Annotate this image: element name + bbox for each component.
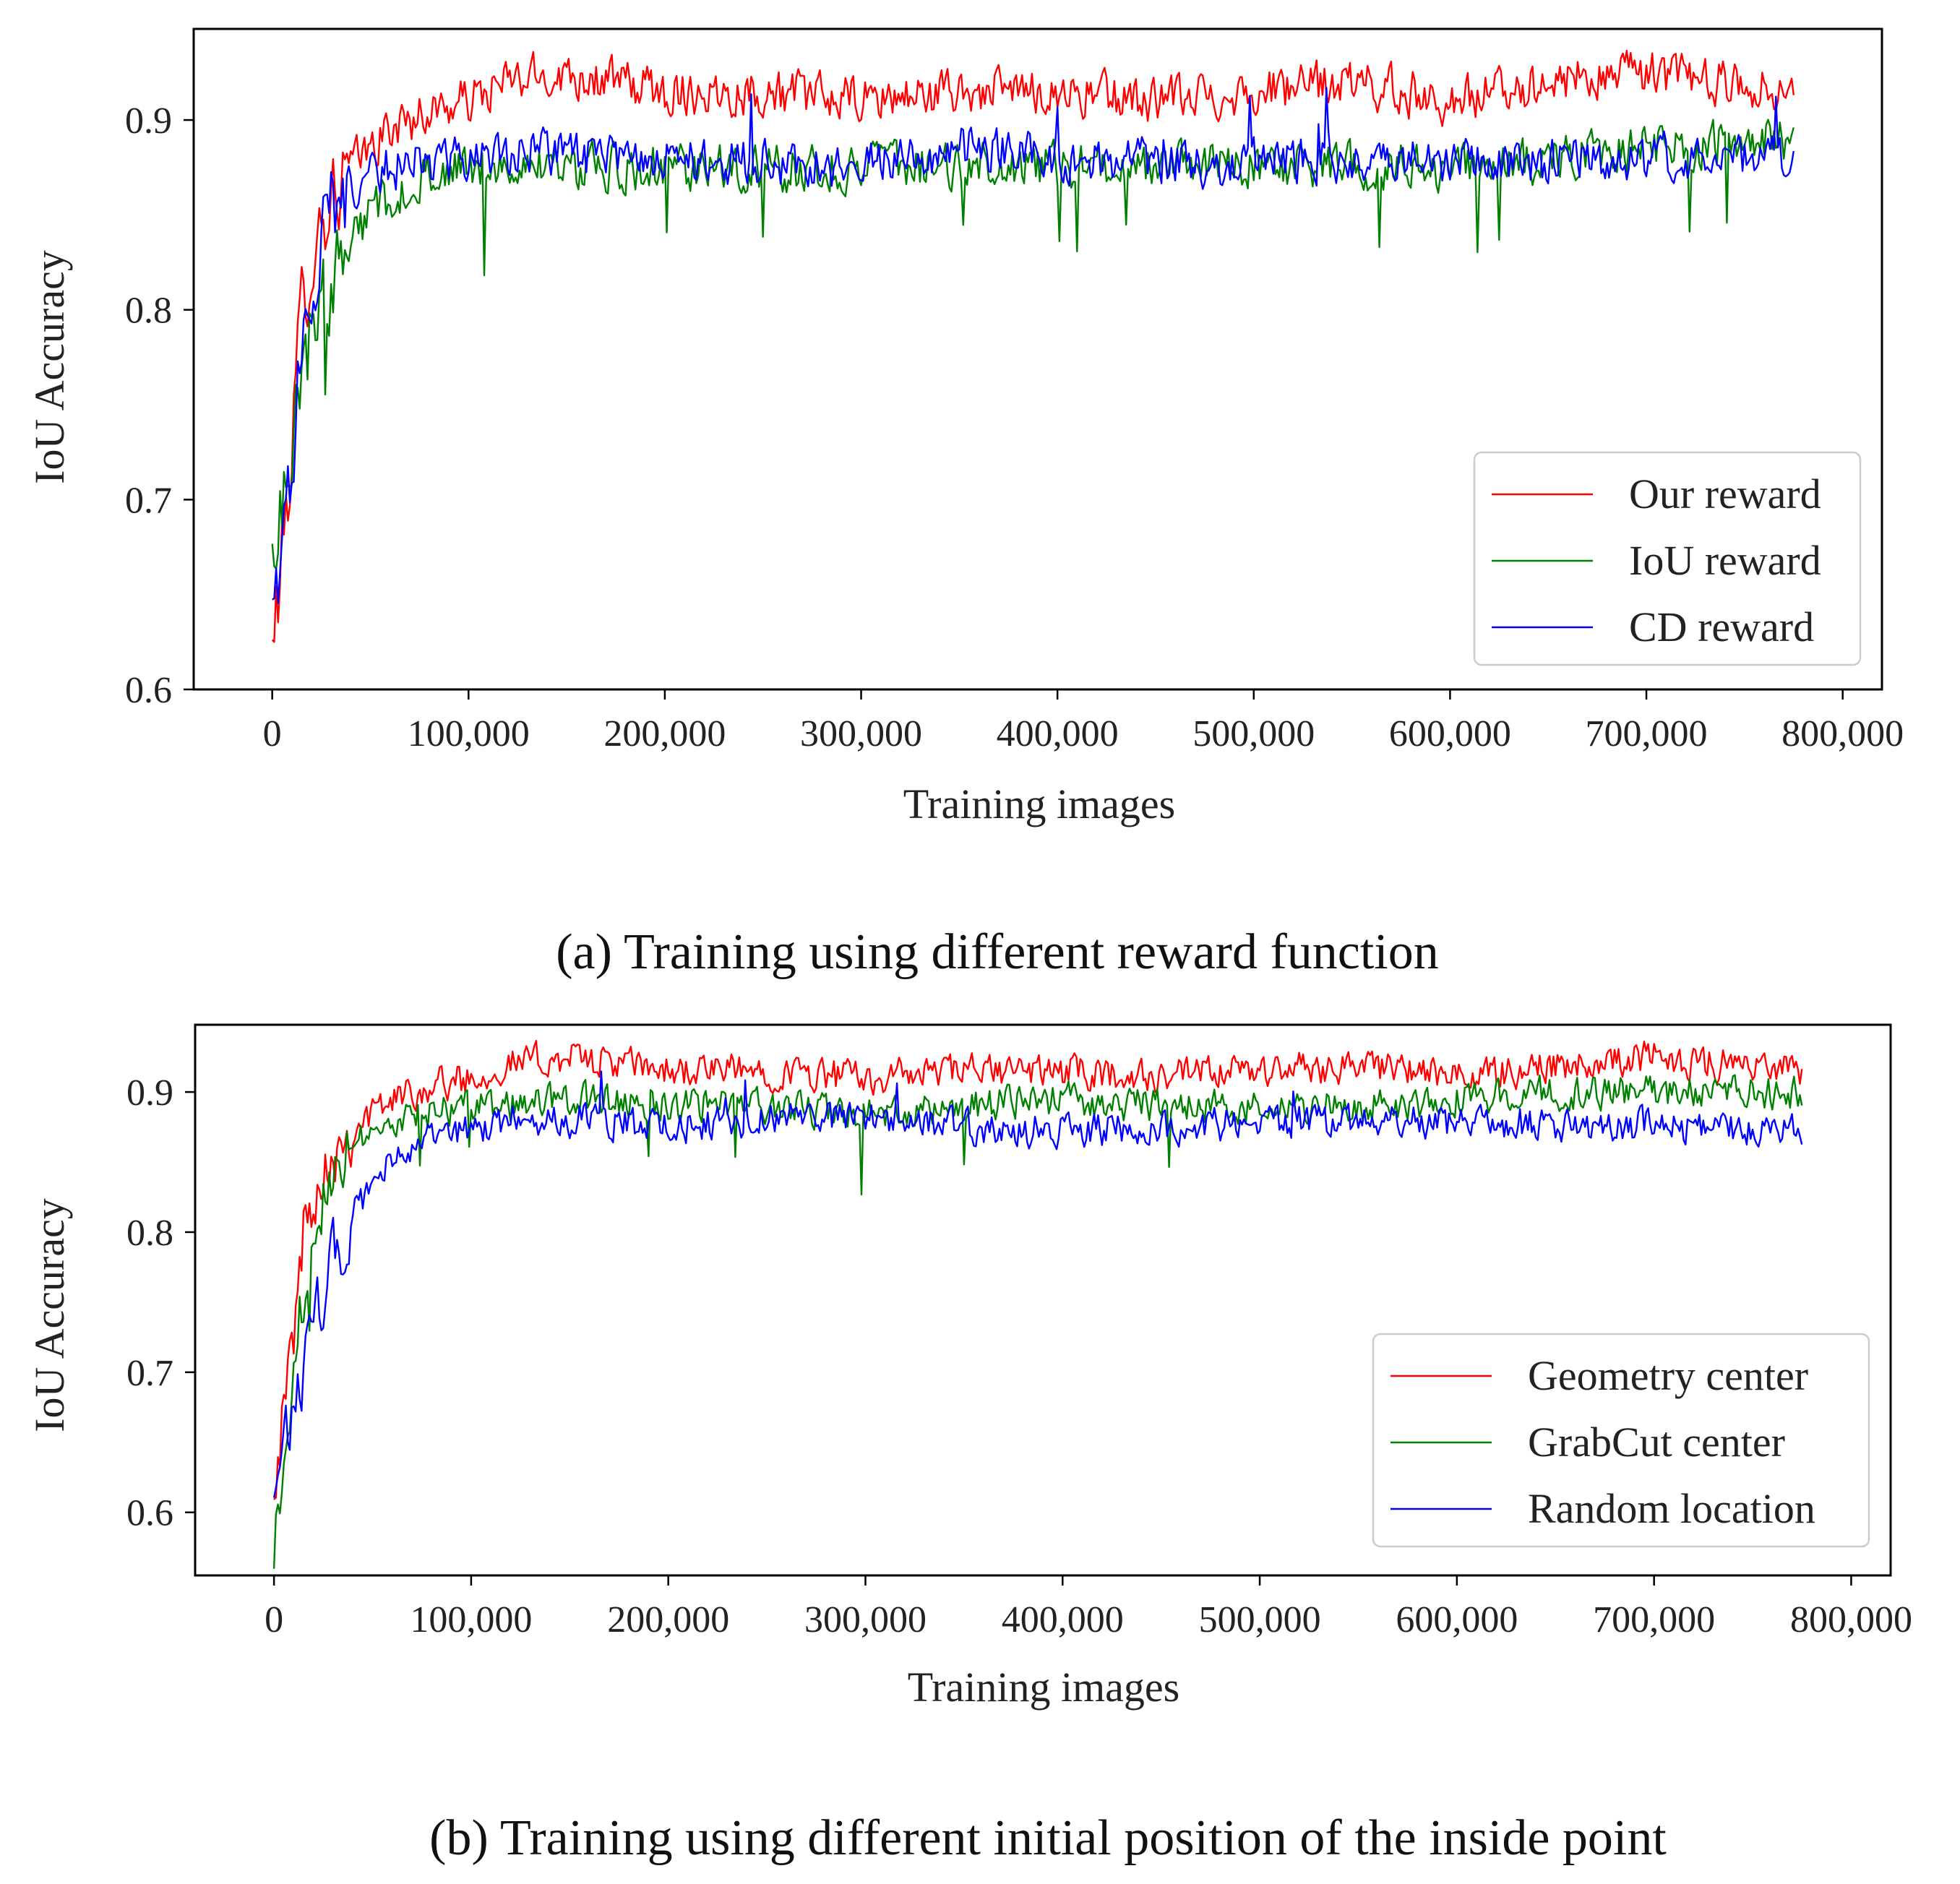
legend: Our reward IoU reward CD reward [1473,451,1862,666]
y-tick-label: 0.6 [126,1493,173,1534]
plot-frame [194,1023,1892,1577]
y-tick-label: 0.7 [126,1353,173,1394]
series-line-geometry-center [273,1039,1803,1500]
y-tick-label: 0.8 [126,1213,173,1254]
x-tick-label: 0 [263,713,282,754]
legend-label: Our reward [1629,470,1821,517]
x-tick-label: 700,000 [1586,713,1708,754]
chart-panel-b: IoU Accuracy Training images (b) Trainin… [26,1023,1912,1866]
y-tick-label: 0.7 [125,480,172,521]
y-tick-label: 0.9 [126,1072,173,1114]
caption-b: (b) Training using different initial pos… [429,1810,1667,1866]
ylabel-b: IoU Accuracy [26,1198,73,1432]
series-line-cd-reward [272,87,1794,604]
x-tick-label: 600,000 [1396,1599,1518,1640]
x-tick-label: 700,000 [1593,1599,1715,1640]
caption-a: (a) Training using different reward func… [556,924,1438,980]
series-line-grabcut-center [272,1074,1803,1569]
legend-label: CD reward [1629,603,1814,650]
x-tick-label: 500,000 [1192,713,1315,754]
x-tick-label: 300,000 [800,713,922,754]
legend-box [1372,1333,1870,1548]
x-tick-label: 800,000 [1781,713,1904,754]
legend: Geometry center GrabCut center Random loca… [1372,1333,1870,1548]
series-line-random-location [272,1070,1803,1498]
chart-panel-a: IoU Accuracy Training images (a) Trainin… [26,27,1904,980]
y-tick-label: 0.8 [125,291,172,332]
xlabel-a: Training images [903,780,1175,827]
series-lines [271,49,1794,643]
ylabel-a: IoU Accuracy [26,250,73,484]
legend-label: GrabCut center [1528,1419,1785,1466]
x-tick-label: 200,000 [607,1599,729,1640]
x-tick-label: 0 [265,1599,283,1640]
x-tick-label: 100,000 [410,1599,532,1640]
x-tick-label: 300,000 [804,1599,927,1640]
x-tick-label: 400,000 [997,713,1119,754]
x-tick-label: 400,000 [1002,1599,1124,1640]
x-tick-label: 500,000 [1199,1599,1321,1640]
series-line-our-reward [271,49,1794,643]
legend-box [1473,451,1862,666]
series-lines [272,1039,1803,1569]
legend-label: Random location [1528,1485,1815,1532]
x-tick-label: 600,000 [1389,713,1511,754]
y-tick-label: 0.9 [125,100,172,142]
plot-frame [192,27,1883,691]
x-tick-label: 200,000 [603,713,726,754]
legend-label: Geometry center [1528,1352,1808,1399]
x-tick-label: 100,000 [408,713,530,754]
xlabel-b: Training images [908,1664,1179,1711]
legend-label: IoU reward [1629,537,1821,584]
x-tick-label: 800,000 [1790,1599,1912,1640]
y-tick-label: 0.6 [125,670,172,711]
